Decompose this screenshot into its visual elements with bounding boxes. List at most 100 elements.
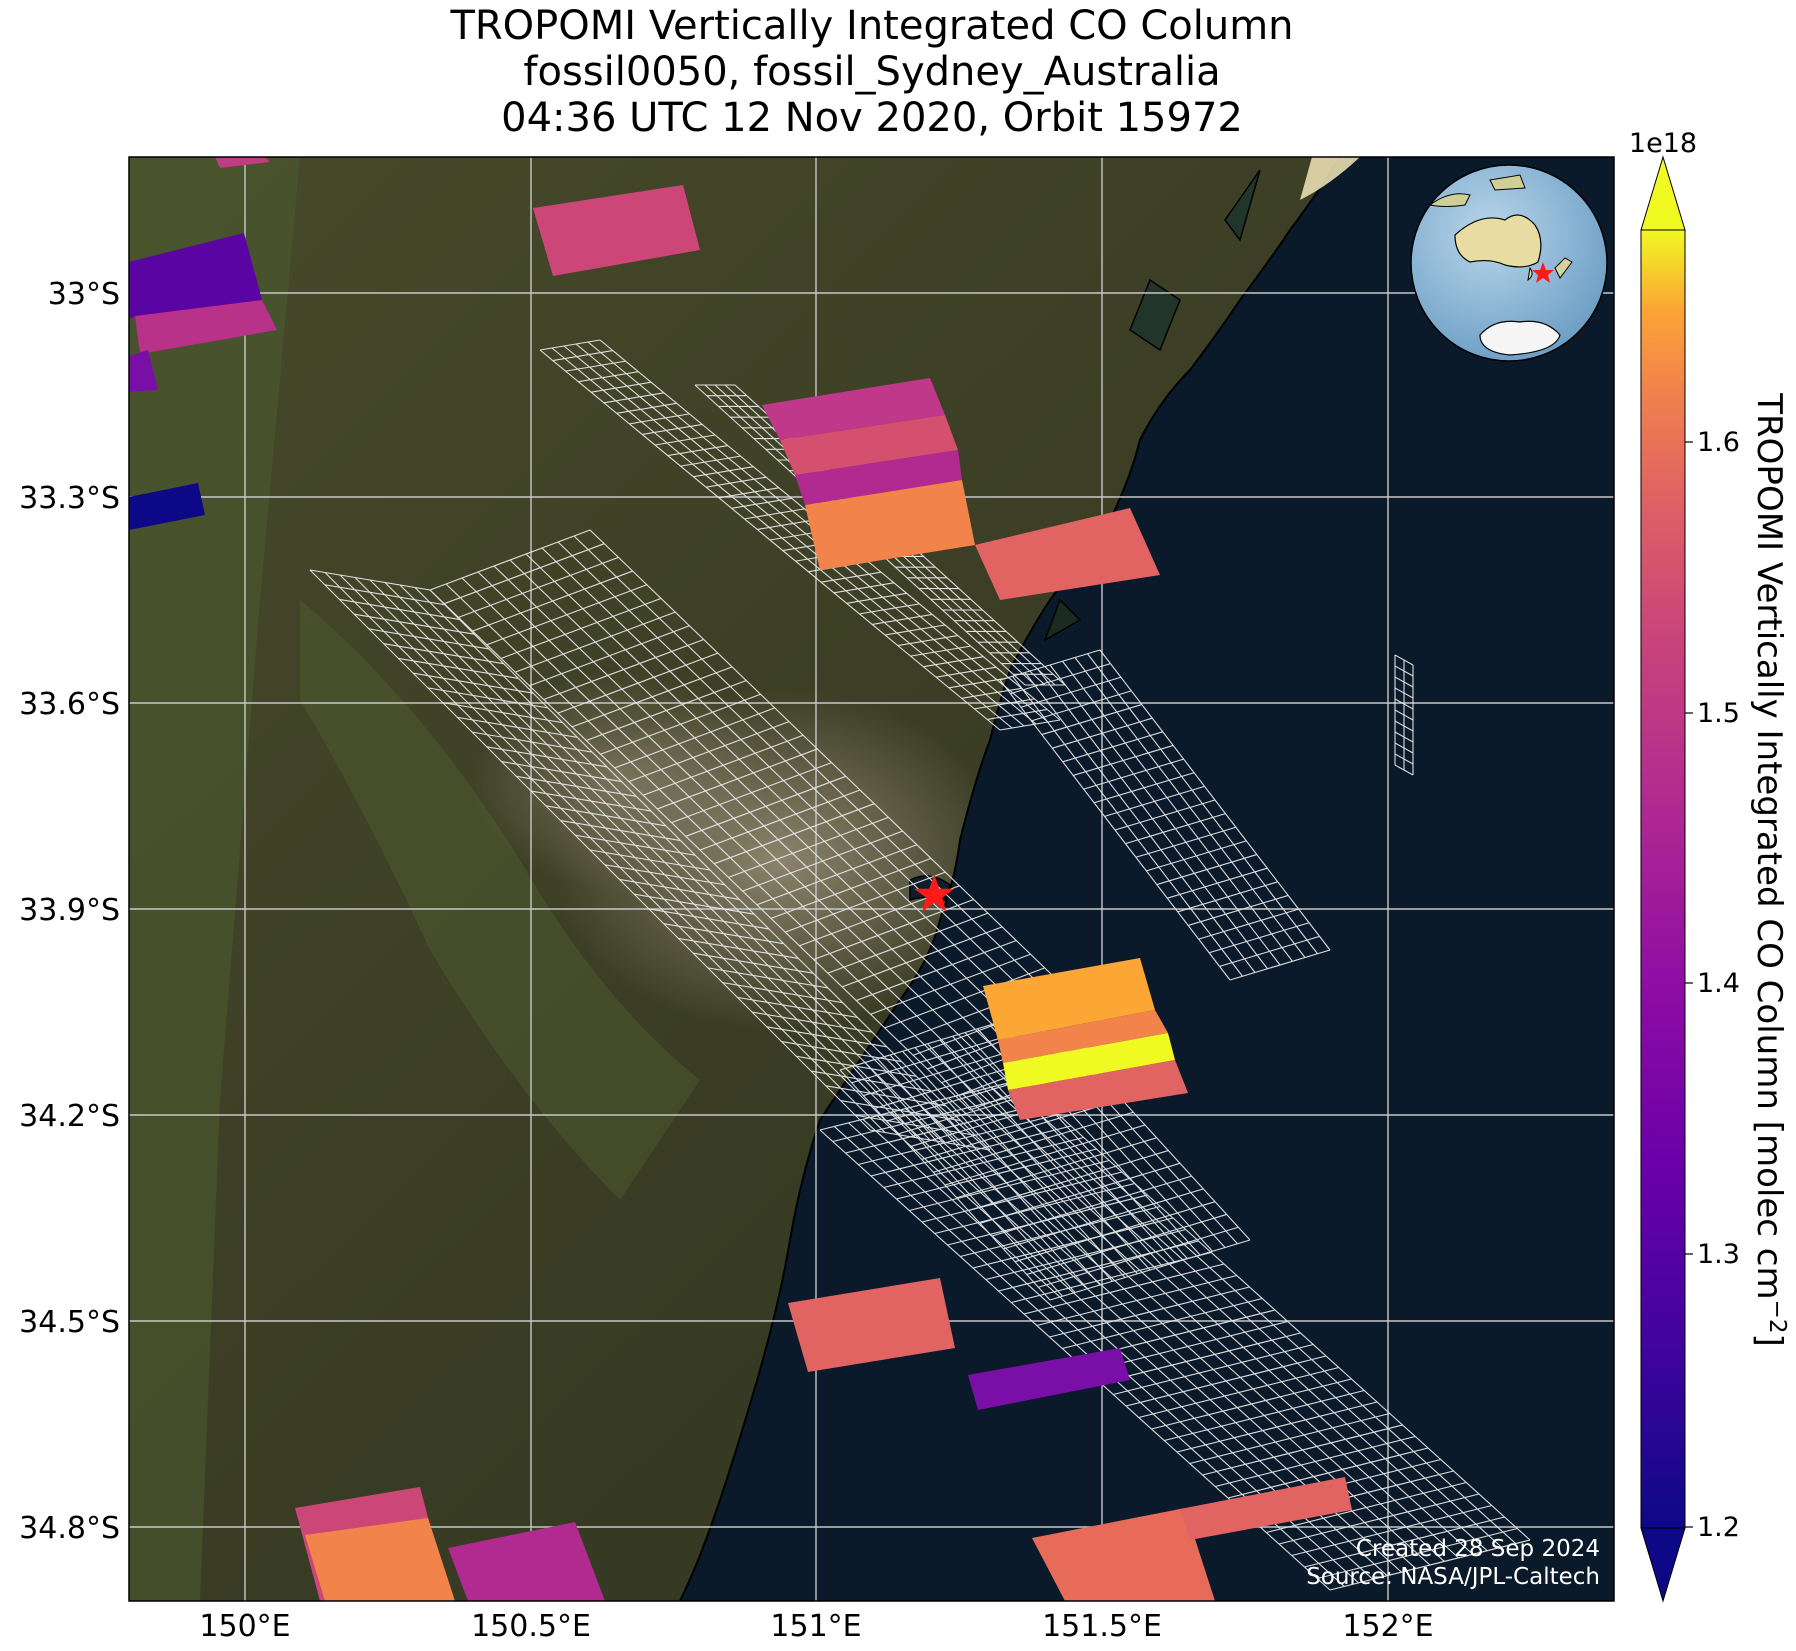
co-pixel bbox=[129, 350, 158, 392]
footprint-line bbox=[667, 445, 728, 457]
co-pixel bbox=[1032, 1508, 1215, 1601]
colorbar-label: TROPOMI Vertically Integrated CO Column … bbox=[1749, 392, 1790, 1346]
footprint-line bbox=[840, 1099, 961, 1122]
footprint-line bbox=[947, 1194, 1148, 1246]
footprint-line bbox=[870, 1125, 1072, 1177]
inset-star-marker bbox=[1532, 262, 1554, 283]
colorbar-tick-label: 1.5 bbox=[1697, 698, 1740, 729]
footprint-line bbox=[1329, 1539, 1531, 1591]
footprint-line bbox=[693, 952, 814, 974]
footprint-line bbox=[699, 789, 861, 851]
footprint-line bbox=[884, 967, 1045, 1029]
footprint-line bbox=[429, 529, 591, 591]
footprint-line bbox=[813, 898, 974, 960]
footprint-line bbox=[586, 680, 747, 742]
footprint-line bbox=[872, 613, 933, 625]
footprint-line bbox=[722, 982, 843, 1004]
footprint-line bbox=[648, 908, 770, 930]
footprint-line bbox=[846, 592, 907, 604]
footprint-line bbox=[869, 1129, 991, 1151]
colorbar-multiplier: 1e18 bbox=[1629, 128, 1697, 159]
footprint-line bbox=[1394, 742, 1414, 754]
co-pixel bbox=[1008, 1060, 1188, 1120]
footprint-line bbox=[821, 571, 882, 583]
footprint-line bbox=[1113, 1343, 1314, 1396]
footprint-line bbox=[685, 775, 846, 837]
footprint-line bbox=[1167, 867, 1268, 899]
footprint-line bbox=[1394, 654, 1414, 666]
footprint-line bbox=[589, 849, 711, 871]
footprint-line bbox=[858, 1113, 1059, 1166]
co-pixel bbox=[129, 233, 262, 318]
footprint-line bbox=[634, 893, 755, 915]
footprint-line bbox=[1317, 1527, 1518, 1580]
footprint-line bbox=[781, 1041, 902, 1063]
co-pixel bbox=[780, 415, 958, 475]
footprint-line bbox=[629, 413, 690, 425]
footprint-line bbox=[600, 693, 761, 755]
footprint-line bbox=[530, 790, 652, 812]
lon-tick-label: 151°E bbox=[770, 1609, 861, 1644]
footprint-line bbox=[972, 1217, 1174, 1269]
footprint-line bbox=[833, 582, 894, 594]
footprint-line bbox=[1049, 1239, 1251, 1301]
footprint-line bbox=[516, 775, 637, 797]
footprint-line bbox=[354, 613, 475, 635]
co-pixel bbox=[1180, 1477, 1352, 1540]
footprint-line bbox=[642, 734, 804, 796]
footprint-line bbox=[1394, 753, 1414, 765]
swath-far-east bbox=[1394, 654, 1414, 776]
footprint-line bbox=[604, 864, 725, 886]
co-pixel bbox=[129, 483, 205, 530]
footprint-line bbox=[1266, 1481, 1467, 1534]
footprint-line bbox=[948, 677, 1009, 689]
target-star-marker bbox=[914, 874, 955, 912]
footprint-line bbox=[1151, 1378, 1352, 1430]
footprint-line bbox=[1219, 935, 1320, 967]
lon-tick-labels: 150°E 150.5°E 151°E 151.5°E 152°E bbox=[199, 1609, 1433, 1644]
footprint-line bbox=[1011, 1251, 1212, 1304]
footprint-line bbox=[1041, 704, 1142, 736]
footprint-line bbox=[368, 628, 490, 650]
footprint-line bbox=[845, 1102, 1046, 1154]
footprint-line bbox=[529, 625, 690, 687]
footprint-line bbox=[707, 967, 828, 989]
colorbar-tick-label: 1.6 bbox=[1697, 427, 1740, 458]
antarctica-shape bbox=[1479, 320, 1561, 356]
footprint-line bbox=[770, 857, 932, 919]
footprint-line bbox=[796, 1055, 917, 1077]
lon-tick-label: 150°E bbox=[199, 1609, 290, 1644]
footprint-line bbox=[1125, 1355, 1327, 1407]
colorbar-label-end: ] bbox=[1749, 1333, 1789, 1346]
footprint-line bbox=[565, 360, 626, 372]
footprint-grids bbox=[309, 339, 1531, 1591]
footprint-line bbox=[654, 434, 716, 446]
footprint-line bbox=[944, 1124, 1146, 1186]
footprint-line bbox=[1394, 731, 1414, 743]
footprint-line bbox=[1394, 665, 1414, 677]
lon-tick-label: 151.5°E bbox=[1042, 1609, 1162, 1644]
footprint-line bbox=[616, 402, 677, 414]
footprint-line bbox=[458, 556, 619, 618]
footprint-line bbox=[663, 923, 784, 945]
footprint-line bbox=[909, 1159, 1110, 1212]
footprint-line bbox=[1100, 1332, 1301, 1384]
footprint-line bbox=[657, 748, 818, 810]
footprint-line bbox=[870, 953, 1031, 1015]
co-pixel bbox=[1003, 1033, 1175, 1090]
footprint-line bbox=[552, 350, 613, 362]
footprint-line bbox=[693, 466, 754, 478]
footprint-line bbox=[1062, 1297, 1263, 1350]
lat-tick-label: 34.5°S bbox=[19, 1305, 120, 1340]
footprint-line bbox=[457, 716, 578, 738]
footprint-line bbox=[1104, 785, 1205, 817]
co-pixel bbox=[135, 300, 277, 354]
footprint-line bbox=[1114, 799, 1216, 831]
footprint-line bbox=[884, 624, 946, 636]
footprint-line bbox=[628, 721, 790, 783]
footprint-line bbox=[985, 1228, 1186, 1281]
footprint-line bbox=[309, 569, 431, 591]
footprint-line bbox=[1394, 687, 1414, 699]
footprint-line bbox=[560, 819, 681, 842]
